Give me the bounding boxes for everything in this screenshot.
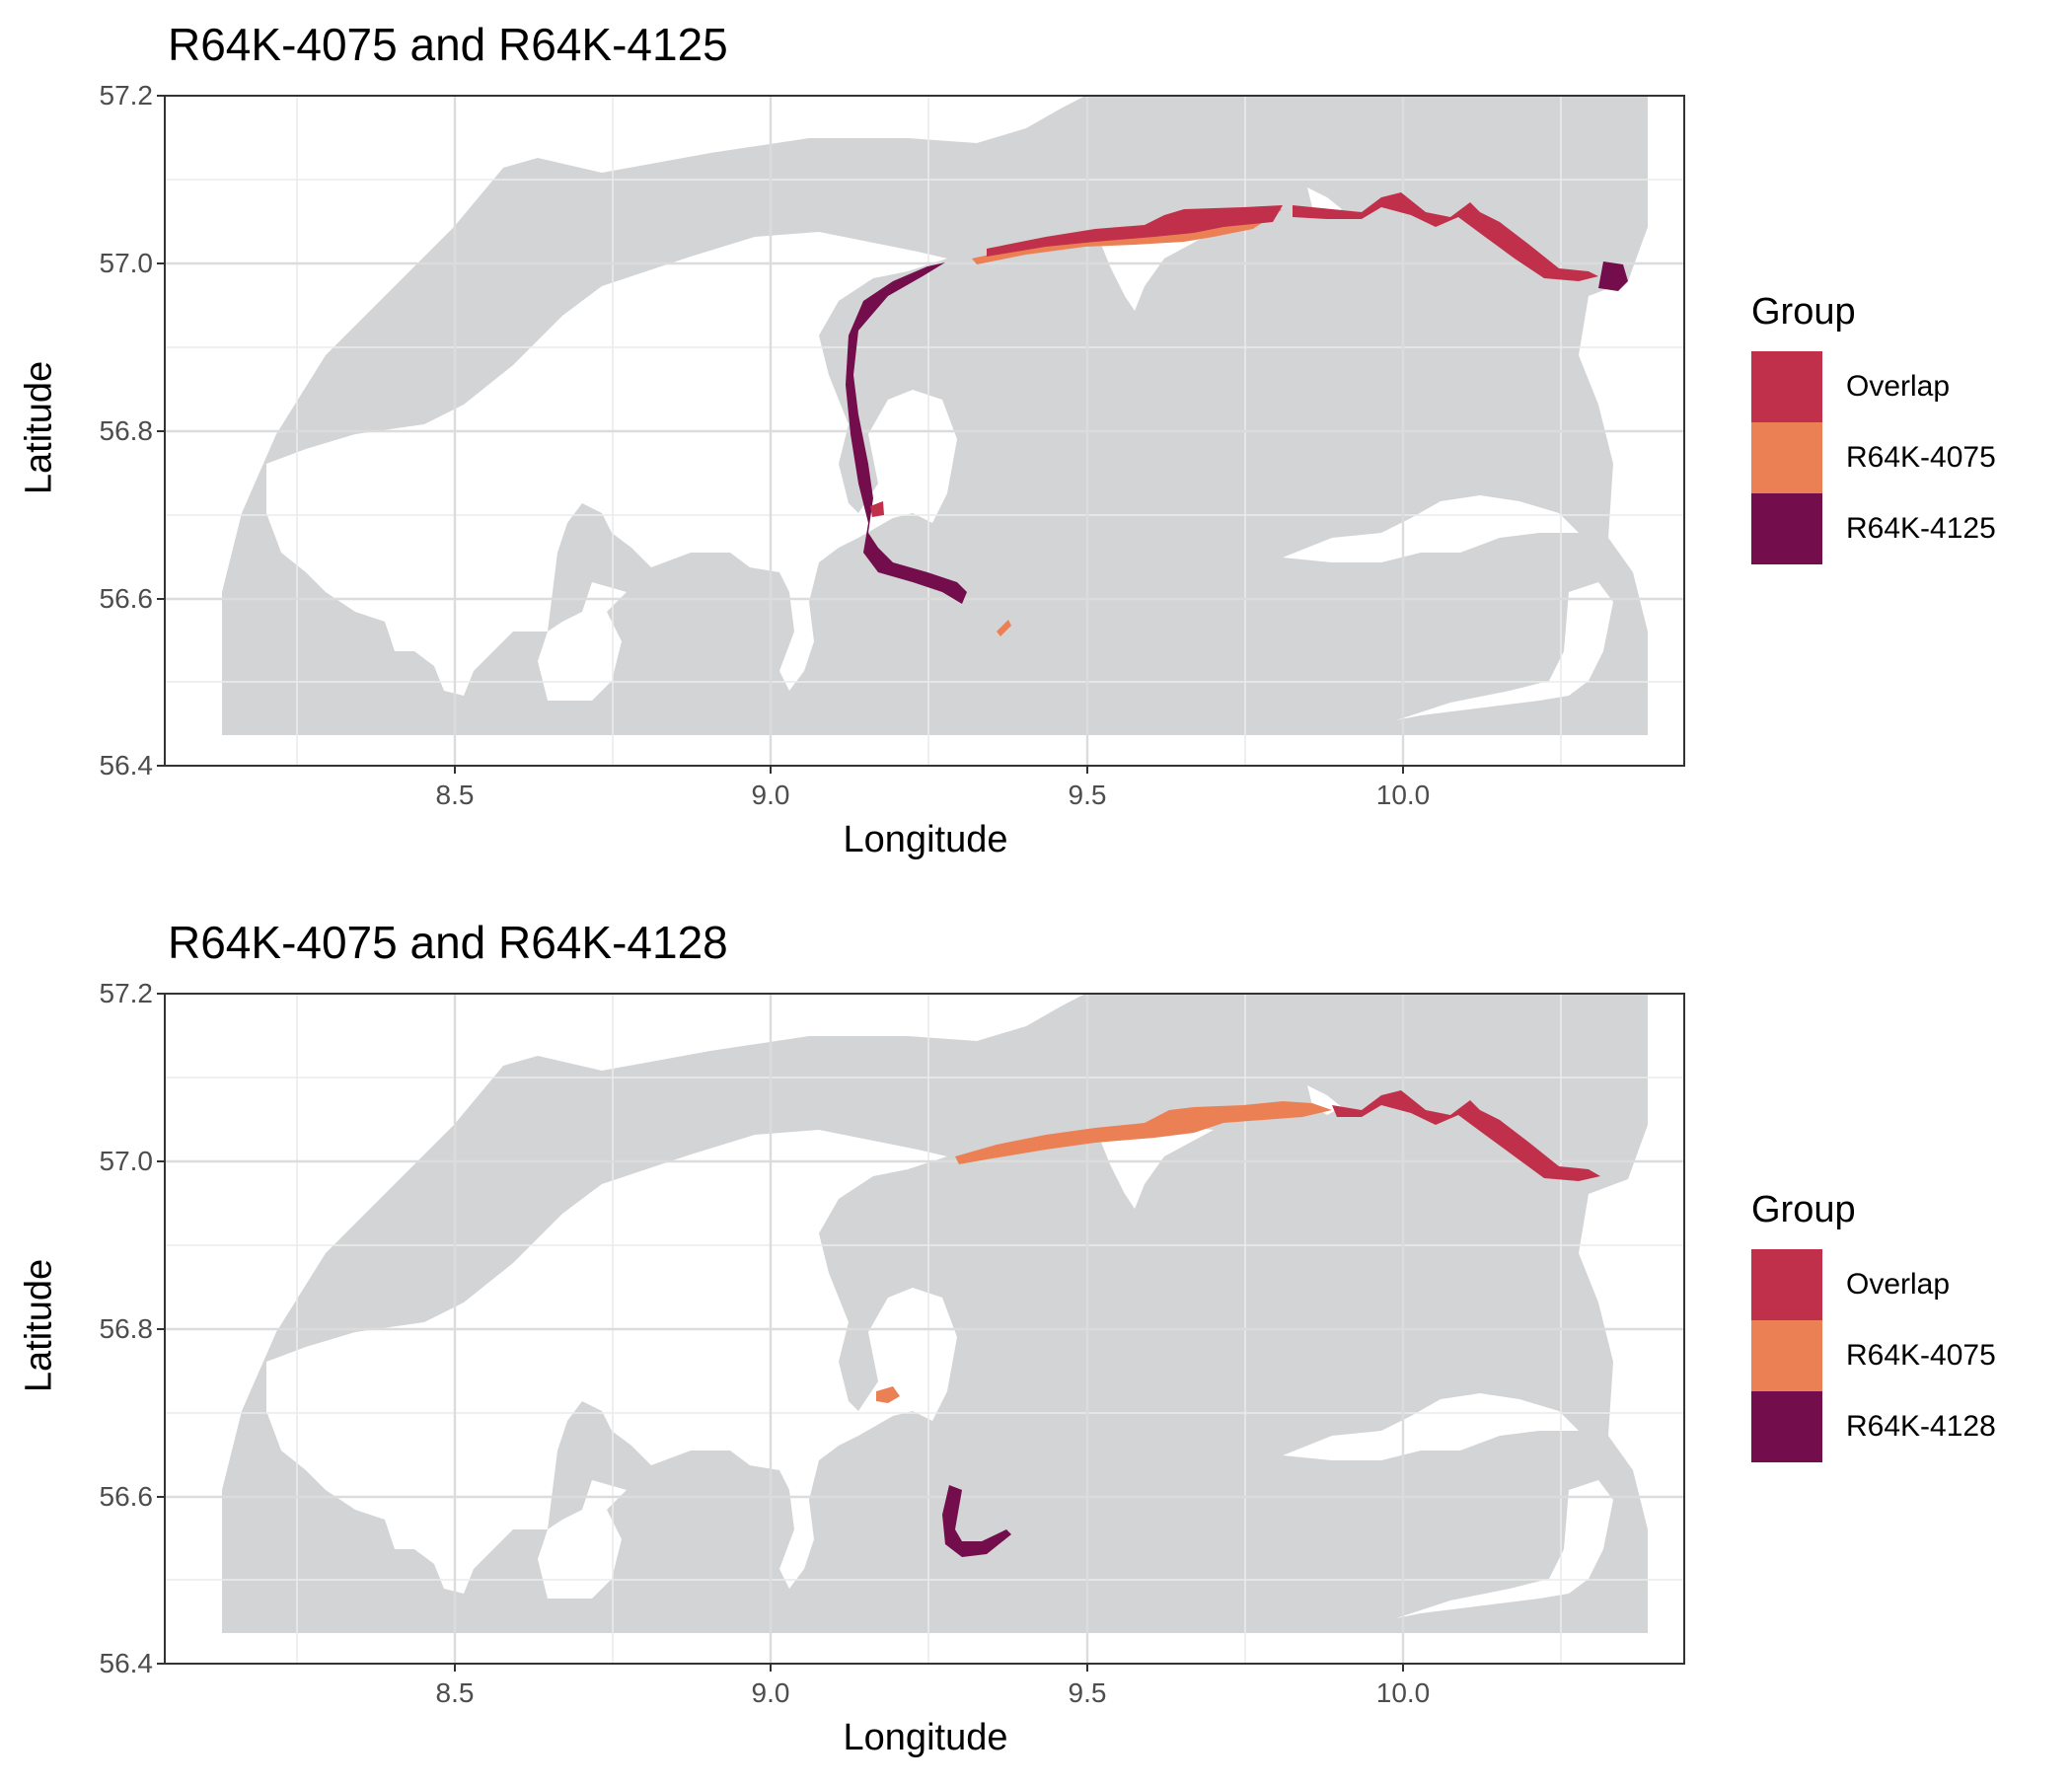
region-overlap <box>1332 1090 1600 1181</box>
water-body <box>1100 1127 1214 1209</box>
map-panel-2: R64K-4075 and R64K-4128 <box>0 898 2072 1786</box>
water-body <box>1283 1393 1579 1460</box>
x-tick-label: 8.5 <box>435 780 475 810</box>
legend-item-overlap: Overlap <box>1751 351 1996 422</box>
y-tick-label: 57.2 <box>99 80 154 111</box>
y-tick-label: 56.6 <box>99 583 154 614</box>
legend-item-r64k-4075: R64K-4075 <box>1751 1320 1996 1391</box>
legend-swatch <box>1751 1391 1822 1462</box>
legend-item-r64k-4128: R64K-4128 <box>1751 1391 1996 1462</box>
legend-label: R64K-4075 <box>1846 441 1996 474</box>
legend-swatch <box>1751 422 1822 493</box>
axis-ticks <box>157 993 1404 1672</box>
map-plot-2 <box>157 993 1685 1672</box>
water-body <box>1396 1480 1613 1618</box>
x-tick-label: 9.0 <box>751 780 790 810</box>
legend: Group Overlap R64K-4075 R64K-4125 <box>1751 291 1996 564</box>
water-body <box>266 1130 957 1599</box>
x-tick-label: 9.5 <box>1068 780 1107 810</box>
axis-ticks <box>157 95 1404 774</box>
y-tick-label: 56.6 <box>99 1481 154 1512</box>
y-axis-label: Latitude <box>18 360 60 495</box>
region-r64k-4075 <box>876 1386 900 1403</box>
legend-title: Group <box>1751 1189 1856 1230</box>
legend-label: R64K-4128 <box>1846 1410 1996 1443</box>
water-body <box>1100 229 1214 311</box>
water-body <box>1283 495 1579 562</box>
x-tick-label: 8.5 <box>435 1677 475 1708</box>
y-tick-label: 56.8 <box>99 415 154 446</box>
legend-label: R64K-4125 <box>1846 512 1996 545</box>
y-tick-label: 56.8 <box>99 1313 154 1344</box>
water-body <box>266 232 957 701</box>
x-tick-label: 10.0 <box>1375 1677 1431 1708</box>
y-tick-label: 57.0 <box>99 1146 154 1176</box>
legend-title: Group <box>1751 291 1856 333</box>
y-tick-label: 56.4 <box>99 1648 154 1678</box>
map-panel-1: R64K-4075 and R64K-4125 <box>0 0 2072 888</box>
legend-swatch <box>1751 1249 1822 1320</box>
legend-swatch <box>1751 1320 1822 1391</box>
legend: Group Overlap R64K-4075 R64K-4128 <box>1751 1189 1996 1462</box>
region-overlap <box>987 205 1283 257</box>
x-tick-label: 10.0 <box>1375 780 1431 810</box>
region-r64k-4125 <box>1598 261 1628 291</box>
legend-swatch <box>1751 493 1822 564</box>
x-axis-label: Longitude <box>843 1717 1008 1758</box>
region-r64k-4075 <box>955 1101 1332 1164</box>
x-tick-label: 9.5 <box>1068 1677 1107 1708</box>
legend-label: Overlap <box>1846 370 1951 403</box>
region-overlap <box>1293 192 1598 281</box>
y-tick-label: 56.4 <box>99 750 154 781</box>
panel-title: R64K-4075 and R64K-4125 <box>168 19 728 70</box>
panel-title: R64K-4075 and R64K-4128 <box>168 917 728 968</box>
map-plot-1 <box>157 95 1685 774</box>
water-body <box>1396 582 1613 720</box>
legend-swatch <box>1751 351 1822 422</box>
y-axis-label: Latitude <box>18 1258 60 1393</box>
region-r64k-4075 <box>997 620 1011 636</box>
legend-item-r64k-4075: R64K-4075 <box>1751 422 1996 493</box>
legend-item-overlap: Overlap <box>1751 1249 1996 1320</box>
x-axis-label: Longitude <box>843 819 1008 860</box>
y-tick-label: 57.2 <box>99 978 154 1008</box>
legend-label: Overlap <box>1846 1268 1951 1301</box>
region-overlap <box>870 501 884 517</box>
legend-label: R64K-4075 <box>1846 1339 1996 1372</box>
y-tick-label: 57.0 <box>99 248 154 278</box>
x-tick-label: 9.0 <box>751 1677 790 1708</box>
region-r64k-4128 <box>942 1485 1011 1557</box>
legend-item-r64k-4125: R64K-4125 <box>1751 493 1996 564</box>
